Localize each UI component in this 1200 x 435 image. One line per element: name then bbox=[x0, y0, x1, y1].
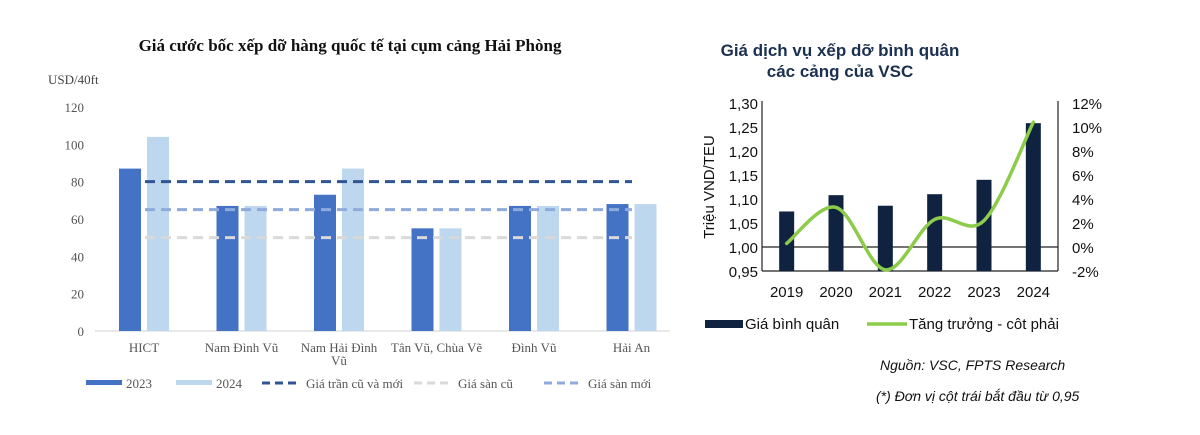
x-category-label: 2023 bbox=[967, 284, 1000, 301]
y-tick-label: 80 bbox=[71, 175, 84, 190]
y-tick-label: 100 bbox=[65, 137, 85, 152]
bar-2024-5 bbox=[634, 204, 657, 331]
x-category-label: Tân Vũ, Chùa Vẽ bbox=[391, 340, 482, 355]
growth-line bbox=[784, 120, 1036, 272]
legend-swatch-1 bbox=[176, 380, 212, 385]
y-tick-label: 60 bbox=[71, 212, 84, 227]
bar-2020 bbox=[828, 195, 844, 271]
left-y-tick-label: 1,00 bbox=[729, 240, 758, 257]
right-y-tick-label: 10% bbox=[1072, 120, 1102, 137]
x-category-label: 2021 bbox=[869, 284, 902, 301]
legend-label: Giá bình quân bbox=[745, 316, 839, 333]
x-category-label: 2022 bbox=[918, 284, 951, 301]
y-tick-label: 20 bbox=[71, 287, 84, 302]
legend-label: Giá trần cũ và mới bbox=[306, 376, 404, 391]
bar-2023-3 bbox=[411, 228, 434, 331]
source-note: Nguồn: VSC, FPTS Research bbox=[880, 357, 1066, 373]
legend-label: Giá sàn mới bbox=[588, 376, 652, 391]
left-y-tick-label: 1,10 bbox=[729, 192, 758, 209]
left-chart: USD/40ft 0 20 40 60 80 100 120 HICT Nam Đình Vũ Na… bbox=[48, 72, 670, 391]
x-category-label: 2024 bbox=[1017, 284, 1050, 301]
legend-label: 2023 bbox=[126, 376, 152, 391]
bar-2023-1 bbox=[216, 205, 239, 331]
y-axis-label: USD/40ft bbox=[48, 72, 99, 87]
bar-2024-4 bbox=[537, 205, 559, 331]
x-category-label: Vũ bbox=[331, 353, 347, 368]
left-y-tick-label: 1,05 bbox=[729, 216, 758, 233]
right-y-tick-label: 6% bbox=[1072, 168, 1094, 185]
x-category-label: 2019 bbox=[770, 284, 803, 301]
right-y-tick-label: 0% bbox=[1072, 240, 1094, 257]
left-y-axis-label: Triệu VND/TEU bbox=[701, 135, 718, 239]
left-y-tick-label: 1,25 bbox=[729, 120, 758, 137]
x-category-label: 2020 bbox=[819, 284, 852, 301]
right-chart-title: Giá dịch vụ xếp dỡ bình quân các cảng củ… bbox=[690, 40, 990, 82]
x-category-label: Nam Đình Vũ bbox=[205, 340, 279, 355]
bar-2023-2 bbox=[314, 194, 336, 331]
footnote: (*) Đơn vị cột trái bắt đầu từ 0,95 bbox=[876, 388, 1080, 404]
bar-2024-2 bbox=[342, 168, 364, 331]
bar-2023 bbox=[976, 179, 992, 271]
y-tick-label: 40 bbox=[71, 249, 84, 264]
bar-2023-0 bbox=[119, 168, 141, 331]
left-y-tick-label: 1,15 bbox=[729, 168, 758, 185]
x-category-label: Nam Hải Đình bbox=[301, 340, 378, 355]
bar-2024-3 bbox=[439, 228, 462, 331]
legend-swatch-bar bbox=[705, 320, 743, 328]
y-tick-label: 0 bbox=[78, 324, 85, 339]
right-y-tick-label: 4% bbox=[1072, 192, 1094, 209]
right-title-line-2: các cảng của VSC bbox=[766, 62, 914, 81]
right-y-tick-label: 2% bbox=[1072, 216, 1094, 233]
bar-2024-0 bbox=[147, 136, 169, 331]
right-y-tick-label: -2% bbox=[1072, 264, 1099, 281]
right-chart: 0,95 1,00 1,05 1,10 1,15 1,20 1,25 1,30 -2% 0% 2% 4… bbox=[701, 96, 1102, 333]
left-y-tick-label: 1,20 bbox=[729, 144, 758, 161]
right-y-tick-label: 12% bbox=[1072, 96, 1102, 113]
x-category-label: Hải An bbox=[613, 340, 651, 355]
bar-2024 bbox=[1025, 123, 1041, 271]
left-y-tick-label: 0,95 bbox=[729, 264, 758, 281]
legend-label: Tăng trưởng - côt phải bbox=[909, 316, 1059, 333]
left-y-tick-label: 1,30 bbox=[729, 96, 758, 113]
x-category-label: Đình Vũ bbox=[512, 340, 557, 355]
x-category-label: HICT bbox=[129, 340, 159, 355]
legend-swatch-0 bbox=[86, 380, 122, 385]
bar-2021 bbox=[877, 205, 893, 271]
y-tick-label: 120 bbox=[65, 100, 85, 115]
bar-2023-5 bbox=[606, 204, 629, 331]
left-chart-title: Giá cước bốc xếp dỡ hàng quốc tế tại cụm… bbox=[138, 36, 562, 55]
legend-label: Giá sàn cũ bbox=[458, 376, 513, 391]
bar-2023-4 bbox=[509, 205, 531, 331]
right-y-tick-label: 8% bbox=[1072, 144, 1094, 161]
bar-2022 bbox=[927, 194, 943, 271]
right-title-line-1: Giá dịch vụ xếp dỡ bình quân bbox=[720, 41, 960, 60]
legend-label: 2024 bbox=[216, 376, 243, 391]
bar-2024-1 bbox=[244, 205, 267, 331]
